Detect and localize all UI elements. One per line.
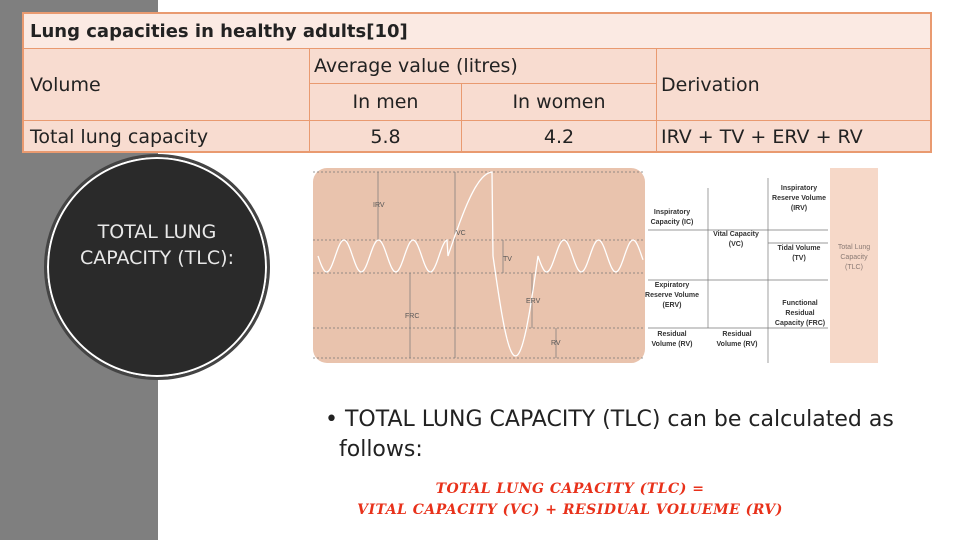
trace-label: RV: [551, 340, 561, 347]
table: Lung capacities in healthy adults[10] Vo…: [22, 12, 932, 153]
bullet: • TOTAL LUNG CAPACITY (TLC) can be calcu…: [325, 407, 894, 462]
capacity-label: Expiratory Reserve Volume (ERV): [645, 282, 699, 309]
spirogram: [313, 168, 878, 363]
panel: [313, 168, 645, 363]
table-cell: 5.8: [310, 120, 462, 153]
capacity-label: Functional Residual Capacity (FRC): [774, 300, 826, 327]
formula-line: VITAL CAPACITY (VC) + RESIDUAL VOLUEME (…: [357, 502, 783, 518]
trace-label: TV: [503, 256, 512, 263]
capacity-label: Residual Volume (RV): [716, 331, 758, 348]
capacity-label: Inspiratory Reserve Volume (IRV): [772, 185, 826, 212]
header-cell: In women: [462, 84, 657, 120]
bullet-text: TOTAL LUNG CAPACITY (TLC) can be calcula…: [339, 407, 894, 462]
diagram: IRV VC TV ERV FRC RV Inspiratory Capacit…: [313, 168, 878, 363]
capacity-label: Vital Capacity (VC): [713, 231, 759, 248]
header-cell: Average value (litres): [310, 49, 657, 84]
circle-text: TOTAL LUNG CAPACITY (TLC):: [80, 221, 234, 269]
circle: TOTAL LUNG CAPACITY (TLC):: [44, 154, 270, 380]
capacity-label: Residual Volume (RV): [651, 331, 693, 348]
trace-label: ERV: [526, 298, 541, 305]
table-cell: Total lung capacity: [24, 120, 310, 153]
capacity-label: Inspiratory Capacity (IC): [650, 209, 694, 226]
trace-label: FRC: [405, 313, 420, 320]
table-title: Lung capacities in healthy adults[10]: [24, 14, 930, 49]
header-cell: In men: [310, 84, 462, 120]
row-divider: [24, 120, 930, 121]
capacity-label: Total Lung Capacity (TLC): [837, 244, 871, 271]
formula: TOTAL LUNG CAPACITY (TLC) = VITAL CAPACI…: [300, 479, 840, 521]
table-cell: 4.2: [462, 120, 657, 153]
header-cell: Volume: [24, 49, 310, 120]
panel: [830, 168, 878, 363]
breathing-trace: [317, 171, 644, 357]
trace-label: IRV: [373, 202, 385, 209]
capacity-label: Tidal Volume (TV): [777, 245, 821, 262]
formula-line: TOTAL LUNG CAPACITY (TLC) =: [435, 481, 705, 497]
table-cell: IRV + TV + ERV + RV: [661, 125, 863, 148]
header-cell: Derivation: [661, 73, 760, 96]
guides: [313, 171, 828, 363]
trace-label: VC: [456, 230, 466, 237]
